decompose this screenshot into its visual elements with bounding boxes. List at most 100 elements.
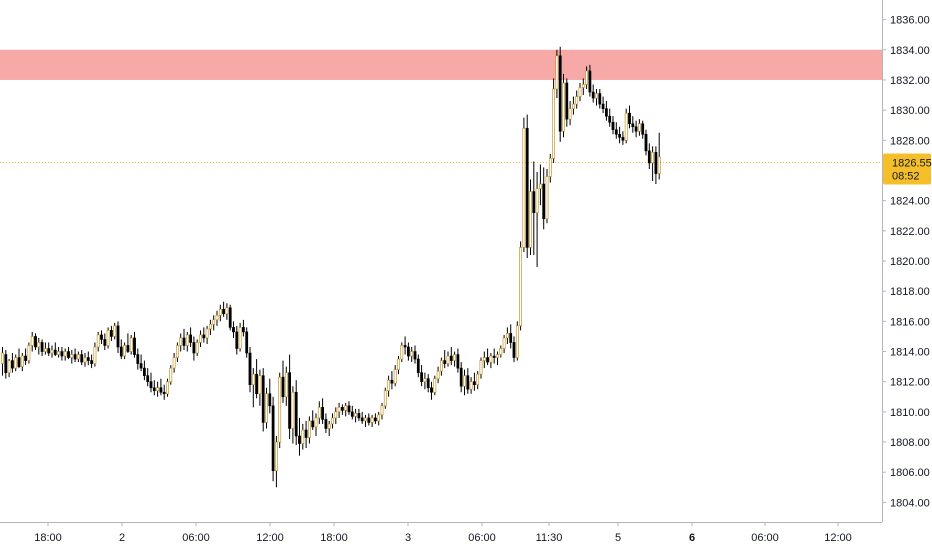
candle-body-down <box>143 367 146 376</box>
candle-body-up <box>205 328 209 339</box>
candle-body-down <box>294 391 298 437</box>
candle <box>100 330 103 344</box>
candle <box>466 368 470 394</box>
candle <box>281 360 285 403</box>
candle <box>377 411 381 426</box>
candle <box>202 327 206 343</box>
candle <box>410 346 414 363</box>
price-tick-label: 1834.00 <box>890 45 930 57</box>
candle <box>238 322 242 352</box>
candle <box>14 354 18 372</box>
candle <box>624 108 628 144</box>
candle <box>34 333 37 351</box>
candle-body-down <box>162 391 166 395</box>
candle <box>324 413 328 433</box>
candle <box>218 304 222 322</box>
candle-body-down <box>53 349 57 355</box>
candle-body-up <box>215 315 219 321</box>
candle <box>400 342 404 363</box>
candle-body-down <box>466 375 470 390</box>
candle-body-down <box>103 339 107 346</box>
candle <box>472 372 476 391</box>
candle <box>162 384 166 400</box>
candle-body-up <box>218 308 222 316</box>
price-tick-label: 1814.00 <box>890 347 930 359</box>
candle-body-down <box>542 183 546 220</box>
candle <box>119 339 123 360</box>
candle-body-up <box>519 247 523 327</box>
candle <box>248 346 252 393</box>
candle <box>110 325 113 341</box>
candle-body-up <box>383 390 387 407</box>
price-axis[interactable]: 1836.00 1834.00 1832.00 1830.00 1828.00 1826.… <box>882 15 930 510</box>
candle-body-down <box>472 381 476 386</box>
candle <box>344 402 348 417</box>
candle <box>90 354 94 369</box>
candle-body-up <box>410 351 414 357</box>
candle <box>212 315 216 331</box>
candle-body-down <box>90 360 94 364</box>
candle <box>496 351 499 366</box>
candle <box>403 336 407 355</box>
candle <box>598 89 602 109</box>
candle <box>634 120 638 138</box>
candle <box>489 353 493 369</box>
candle <box>192 336 196 361</box>
candle-body-down <box>641 123 645 135</box>
candle-body-up <box>172 357 176 369</box>
price-tick-label: 1836.00 <box>890 15 930 27</box>
candle-body-up <box>400 345 404 360</box>
candle-body-down <box>532 191 536 214</box>
candle <box>591 84 595 103</box>
candle-body-down <box>456 354 460 369</box>
candle <box>4 350 8 379</box>
candle <box>397 356 400 375</box>
candle-body-down <box>324 419 328 429</box>
candle <box>258 369 262 406</box>
candle-body-up <box>364 417 367 422</box>
candle-body-down <box>565 82 569 120</box>
candle <box>129 334 133 355</box>
candle-body-down <box>604 108 608 117</box>
candle <box>195 339 199 357</box>
candle <box>651 146 655 182</box>
candle-body-down <box>608 115 612 123</box>
candle <box>27 342 31 364</box>
candle <box>152 380 156 396</box>
candle-body-up <box>499 348 503 355</box>
resistance-zone[interactable] <box>0 49 882 80</box>
candle <box>337 402 341 418</box>
candle-body-down <box>321 407 325 420</box>
candle-body-down <box>304 429 308 438</box>
price-tick-label: 1822.00 <box>890 226 930 238</box>
candle <box>278 372 282 449</box>
candle-body-up <box>651 152 655 164</box>
candle-body-up <box>489 355 493 363</box>
candle-body-up <box>515 325 519 358</box>
candle-body-up <box>397 358 400 370</box>
candle <box>502 334 506 354</box>
current-price-value: 1826.55 <box>892 158 932 170</box>
candle-body-down <box>100 334 103 340</box>
candle <box>644 129 648 156</box>
candle <box>420 365 424 387</box>
candle-body-down <box>449 355 453 361</box>
candle <box>449 346 453 366</box>
candle-body-down <box>486 357 490 363</box>
candle-body-up <box>27 345 31 361</box>
candle <box>413 345 417 364</box>
time-tick-label: 12:00 <box>256 532 284 544</box>
candle <box>103 333 107 351</box>
candle <box>189 327 193 347</box>
time-axis[interactable]: 18:00 2 06:00 12:00 18:00 3 06:00 11:30 5 6 06:00 1… <box>34 522 852 544</box>
candle <box>340 404 344 415</box>
candle-body-down <box>152 387 156 392</box>
candle-body-down <box>614 129 618 135</box>
candle <box>146 368 150 387</box>
candle <box>492 348 496 364</box>
candle-body-up <box>185 334 189 346</box>
candle <box>334 407 338 424</box>
candle <box>595 89 598 106</box>
